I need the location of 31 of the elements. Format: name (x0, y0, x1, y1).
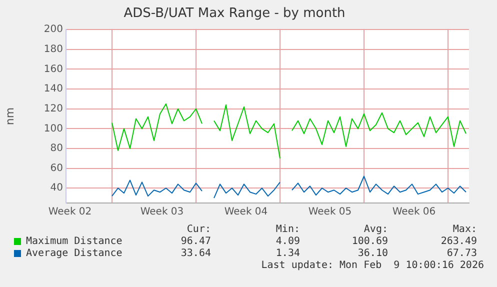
x-tick-label: Week 06 (392, 206, 436, 218)
text: 96.47 (180, 236, 211, 247)
y-tick-label: 40 (50, 182, 63, 194)
y-tick-label: 200 (44, 24, 63, 36)
y-tick-label: 160 (44, 64, 63, 75)
y-axis-title: nm (3, 107, 16, 126)
y-tick-label: 140 (44, 84, 63, 95)
text: 100.69 (352, 236, 388, 247)
x-tick-label: Week 03 (140, 206, 184, 218)
legend-label: Average Distance (26, 248, 122, 259)
text: 263.49 (440, 236, 477, 247)
text: 36.10 (358, 248, 388, 259)
y-tick-label: 60 (50, 162, 63, 174)
x-tick-label: Week 02 (48, 206, 92, 218)
text: Min: (276, 224, 300, 235)
text: 4.09 (276, 236, 300, 247)
text: Avg: (364, 224, 388, 235)
text: 1.34 (276, 248, 300, 259)
x-tick-label: Week 05 (308, 206, 352, 218)
y-tick-label: 180 (44, 44, 63, 56)
chart-title: ADS-B/UAT Max Range - by month (124, 6, 346, 22)
text: 33.64 (180, 248, 211, 259)
text: Cur: (186, 224, 211, 235)
text: 67.73 (446, 248, 477, 259)
y-tick-label: 100 (44, 123, 63, 134)
legend-label: Maximum Distance (26, 236, 122, 247)
text: Last update: Mon Feb 9 10:00:16 2026 (261, 260, 484, 271)
x-tick-label: Week 04 (224, 206, 268, 218)
y-tick-label: 120 (44, 103, 63, 114)
y-tick-label: 80 (50, 143, 63, 154)
text: Max: (452, 224, 477, 235)
